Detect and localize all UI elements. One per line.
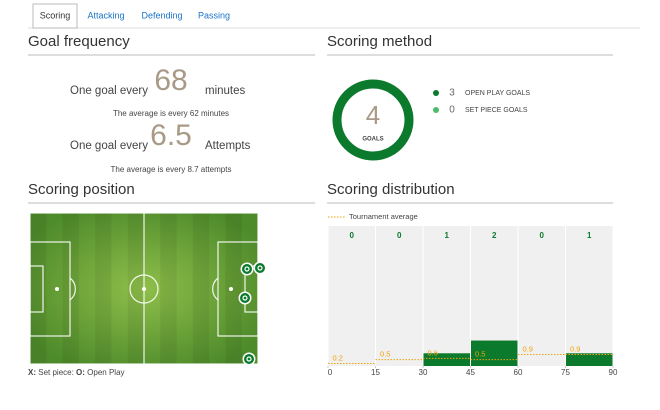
x-tick-label: 15 [371, 368, 380, 377]
freq-prefix: One goal every [70, 85, 148, 97]
bar-count: 1 [445, 231, 450, 240]
freq-average: The average is every 62 minutes [113, 109, 229, 118]
donut-total: 4 [366, 100, 380, 130]
section-title: Goal frequency [28, 33, 130, 50]
donut-segment [332, 79, 414, 161]
active-tab-box [32, 3, 78, 29]
section-title: Scoring position [28, 181, 135, 198]
tab[interactable]: Defending [141, 10, 182, 20]
pitch-stripe [192, 213, 210, 364]
bar-count: 0 [397, 231, 402, 240]
freq-unit: Attempts [205, 140, 251, 152]
x-tick-label: 90 [609, 368, 618, 377]
goal-markers [238, 261, 267, 366]
legend-dot [433, 107, 439, 113]
freq-prefix: One goal every [70, 140, 148, 152]
average-label: 0.9 [523, 345, 533, 354]
legend-dot [433, 90, 439, 96]
column-background [376, 226, 423, 366]
pitch-line [29, 265, 44, 313]
key-symbol: O: [76, 368, 85, 377]
key-label: Set piece: [38, 368, 74, 377]
legend-count: 0 [449, 105, 455, 116]
average-label: 0.2 [333, 353, 343, 362]
pitch-stripe [127, 213, 144, 364]
freq-value: 68 [154, 64, 187, 97]
pitch-stripes [30, 213, 242, 364]
pitch-spot [55, 287, 59, 291]
donut [332, 79, 414, 161]
x-tick-label: 0 [328, 368, 333, 377]
average-label: 0.9 [570, 345, 580, 354]
bar-count: 2 [492, 231, 497, 240]
bar-count: 0 [540, 231, 545, 240]
x-tick-label: 30 [419, 368, 428, 377]
column-background [328, 226, 375, 366]
pitch-stripe [62, 213, 79, 364]
pitch-stripe [30, 213, 47, 364]
x-tick-label: 45 [466, 368, 475, 377]
tab[interactable]: Attacking [87, 10, 124, 20]
goal-marker [240, 262, 254, 276]
average-label: 0.6 [428, 348, 438, 357]
average-label: 0.5 [475, 350, 485, 359]
legend-average-label: Tournament average [349, 212, 418, 221]
x-tick-label: 60 [514, 368, 523, 377]
pitch-stripe [160, 213, 177, 364]
pitch [29, 212, 267, 366]
pitch-stripe [225, 213, 242, 364]
freq-unit: minutes [205, 85, 246, 97]
bar [423, 353, 470, 366]
bar-count: 1 [587, 231, 592, 240]
donut-label: GOALS [362, 137, 383, 143]
goal-marker [238, 291, 252, 305]
pitch-spot [142, 287, 146, 291]
tabs: Scoring Attacking Defending Passing [40, 10, 230, 20]
pitch-stripe [95, 213, 112, 364]
average-label: 0.5 [380, 350, 390, 359]
column-background [566, 226, 613, 366]
goal-marker [253, 261, 267, 275]
pitch-line [69, 277, 76, 301]
x-tick-label: 75 [561, 368, 570, 377]
method-legend: 3 OPEN PLAY GOALS 0 SET PIECE GOALS [433, 88, 530, 116]
bar [566, 353, 613, 366]
freq-value: 6.5 [150, 119, 192, 152]
section-title: Scoring distribution [327, 181, 455, 198]
distribution-chart: Tournament average00.200.510.620.500.910… [327, 212, 618, 377]
tab[interactable]: Scoring [40, 10, 71, 20]
bar [471, 340, 518, 366]
legend-count: 3 [449, 88, 455, 99]
bar-count: 0 [350, 231, 355, 240]
column-background [423, 226, 470, 366]
column-background [518, 226, 565, 366]
tab[interactable]: Passing [198, 10, 230, 20]
pitch-spot [229, 287, 233, 291]
section-title: Scoring method [327, 33, 432, 50]
legend-label: OPEN PLAY GOALS [465, 90, 530, 97]
pitch-line [129, 274, 159, 304]
key-symbol: X: [28, 368, 36, 377]
pitch-line [212, 277, 219, 301]
legend-label: SET PIECE GOALS [465, 107, 528, 114]
position-key: X: Set piece: O: Open Play [28, 368, 125, 377]
key-label: Open Play [87, 368, 124, 377]
goal-marker [242, 352, 256, 366]
freq-average: The average is every 8.7 attempts [111, 165, 232, 174]
